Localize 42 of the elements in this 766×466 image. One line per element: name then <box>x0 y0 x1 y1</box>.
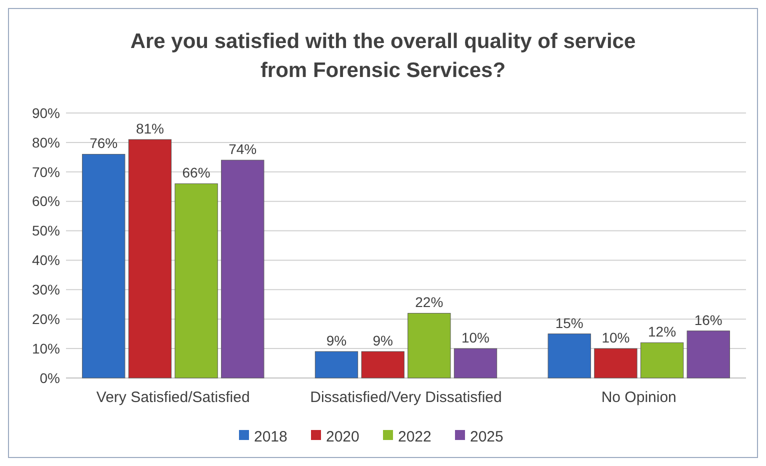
data-label: 66% <box>182 164 210 181</box>
data-label: 76% <box>90 135 118 152</box>
y-tick-label: 20% <box>32 311 60 328</box>
bar <box>128 139 172 378</box>
bar <box>594 348 638 378</box>
x-tick-label: Very Satisfied/Satisfied <box>96 389 250 406</box>
legend-label: 2020 <box>326 428 360 446</box>
x-tick-label: Dissatisfied/Very Dissatisfied <box>310 389 502 406</box>
data-label: 9% <box>372 332 393 348</box>
x-tick-label: No Opinion <box>601 389 676 406</box>
bar <box>408 312 451 378</box>
legend-label: 2022 <box>398 428 432 446</box>
data-label: 15% <box>555 314 584 331</box>
bar <box>221 160 264 378</box>
data-label: 74% <box>228 141 257 158</box>
y-tick-label: 70% <box>32 164 60 180</box>
legend-label: 2025 <box>470 428 504 446</box>
data-label: 9% <box>326 332 347 348</box>
chart-title: Are you satisfied with the overall quality of service from Forensic Services? <box>130 30 636 82</box>
bar <box>314 351 358 378</box>
y-tick-label: 90% <box>32 104 60 121</box>
legend-label: 2018 <box>254 428 288 446</box>
bar <box>686 330 730 378</box>
data-label: 81% <box>136 120 164 136</box>
data-label: 10% <box>461 330 490 346</box>
y-tick-label: 0% <box>40 370 60 386</box>
bar <box>640 342 684 378</box>
y-tick-label: 50% <box>32 222 60 239</box>
bar <box>548 334 591 378</box>
bar <box>454 348 498 378</box>
data-label: 16% <box>694 312 722 328</box>
y-tick-label: 80% <box>32 134 60 150</box>
data-label: 22% <box>415 294 444 310</box>
data-label: 10% <box>602 330 630 346</box>
bar <box>361 351 404 378</box>
bar <box>174 183 218 378</box>
y-tick-label: 40% <box>32 252 60 268</box>
y-tick-label: 30% <box>32 282 60 298</box>
y-tick-label: 60% <box>32 193 60 210</box>
data-label: 12% <box>648 324 676 340</box>
bar <box>82 154 126 378</box>
y-tick-label: 10% <box>32 340 60 356</box>
